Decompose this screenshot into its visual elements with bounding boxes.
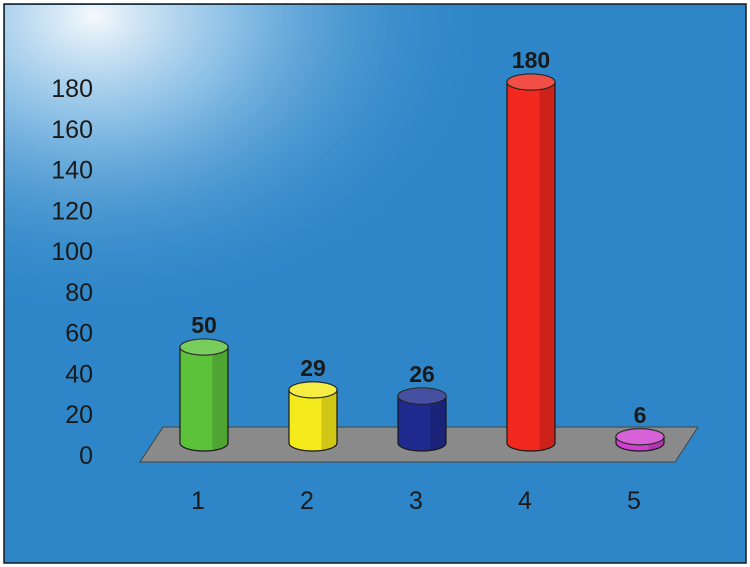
x-category-label: 2 bbox=[300, 487, 314, 515]
bar-top-highlight bbox=[180, 339, 228, 356]
bar-top-highlight bbox=[398, 387, 446, 404]
bar-shade bbox=[430, 395, 446, 451]
x-category-label: 4 bbox=[518, 487, 532, 515]
bar-body bbox=[397, 395, 447, 452]
data-label: 180 bbox=[512, 47, 550, 73]
y-tick-label: 120 bbox=[51, 197, 93, 225]
bar-top-highlight bbox=[507, 74, 555, 90]
data-label: 26 bbox=[409, 361, 435, 387]
y-tick-label: 80 bbox=[65, 279, 93, 307]
y-tick-label: 160 bbox=[51, 116, 93, 144]
y-axis-ticks: 0 20 40 60 80 100 120 140 160 180 bbox=[51, 75, 93, 470]
bar-shade bbox=[539, 82, 555, 451]
bar-4: 180 bbox=[506, 47, 556, 452]
y-tick-label: 40 bbox=[65, 360, 93, 388]
y-tick-label: 180 bbox=[51, 75, 93, 103]
y-tick-label: 0 bbox=[79, 442, 93, 470]
background-highlight bbox=[5, 5, 745, 562]
data-label: 6 bbox=[634, 402, 647, 428]
x-category-label: 5 bbox=[627, 487, 641, 515]
x-axis-categories: 1 2 3 4 5 bbox=[191, 487, 641, 515]
bar-body bbox=[506, 81, 556, 452]
data-label: 29 bbox=[300, 355, 326, 381]
y-tick-label: 20 bbox=[65, 401, 93, 429]
bar-top-highlight bbox=[289, 381, 337, 398]
y-tick-label: 140 bbox=[51, 157, 93, 185]
bar-shade bbox=[212, 347, 228, 451]
bar-shade bbox=[321, 389, 337, 451]
bar-2: 29 bbox=[288, 355, 338, 452]
bar-top-highlight bbox=[616, 428, 664, 445]
data-label: 50 bbox=[191, 312, 217, 338]
bar-top bbox=[615, 428, 665, 446]
bar-top bbox=[506, 73, 556, 91]
x-category-label: 3 bbox=[409, 487, 423, 515]
bars-group: 50 29 26 180 6 bbox=[179, 47, 665, 452]
bar-body bbox=[179, 346, 229, 452]
bar-body bbox=[288, 389, 338, 452]
y-tick-label: 60 bbox=[65, 320, 93, 348]
bar-1: 50 bbox=[179, 312, 229, 452]
bar-top bbox=[397, 387, 447, 405]
x-category-label: 1 bbox=[191, 487, 205, 515]
y-tick-label: 100 bbox=[51, 238, 93, 266]
bar-3: 26 bbox=[397, 361, 447, 452]
bar-top bbox=[179, 338, 229, 356]
bar-5: 6 bbox=[615, 402, 665, 452]
bar-top bbox=[288, 381, 338, 399]
